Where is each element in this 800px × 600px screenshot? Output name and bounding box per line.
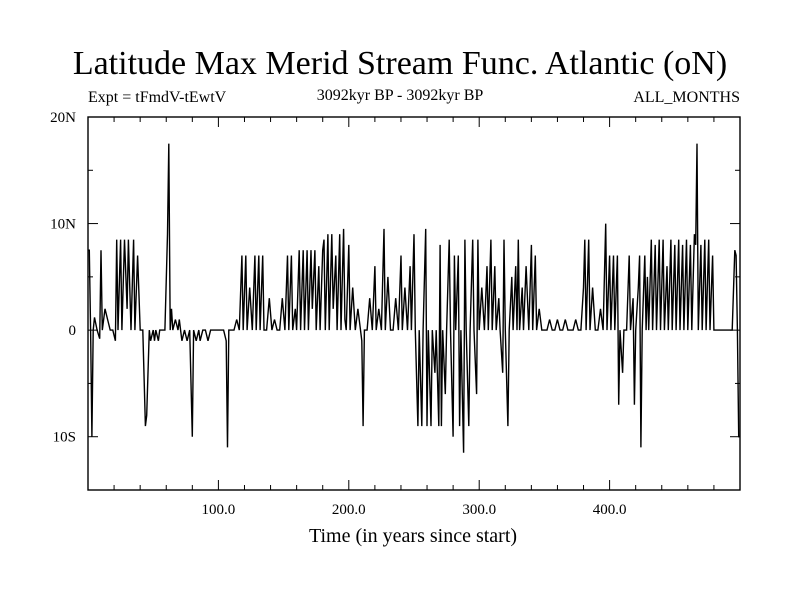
x-axis-label: Time (in years since start) [309, 525, 517, 547]
y-tick-label: 10N [50, 217, 76, 233]
chart-marks: 20N 10N 0 10S 100.0 200.0 300.0 400.0 [50, 110, 741, 518]
x-tick-label: 300.0 [462, 502, 496, 518]
y-tick-label: 10S [53, 430, 76, 446]
months-label: ALL_MONTHS [633, 89, 740, 106]
plot-frame [87, 116, 741, 491]
x-tick-label: 200.0 [332, 502, 366, 518]
chart-title: Latitude Max Merid Stream Func. Atlantic… [72, 45, 728, 82]
x-tick-label: 100.0 [202, 502, 236, 518]
y-tick-label: 20N [50, 110, 76, 126]
time-range-label: 3092kyr BP - 3092kyr BP [316, 87, 484, 104]
experiment-label: Expt = tFmdV-tEwtV [88, 89, 227, 106]
x-tick-label: 400.0 [593, 502, 627, 518]
y-tick-label: 0 [69, 323, 77, 339]
series-line [88, 143, 740, 453]
